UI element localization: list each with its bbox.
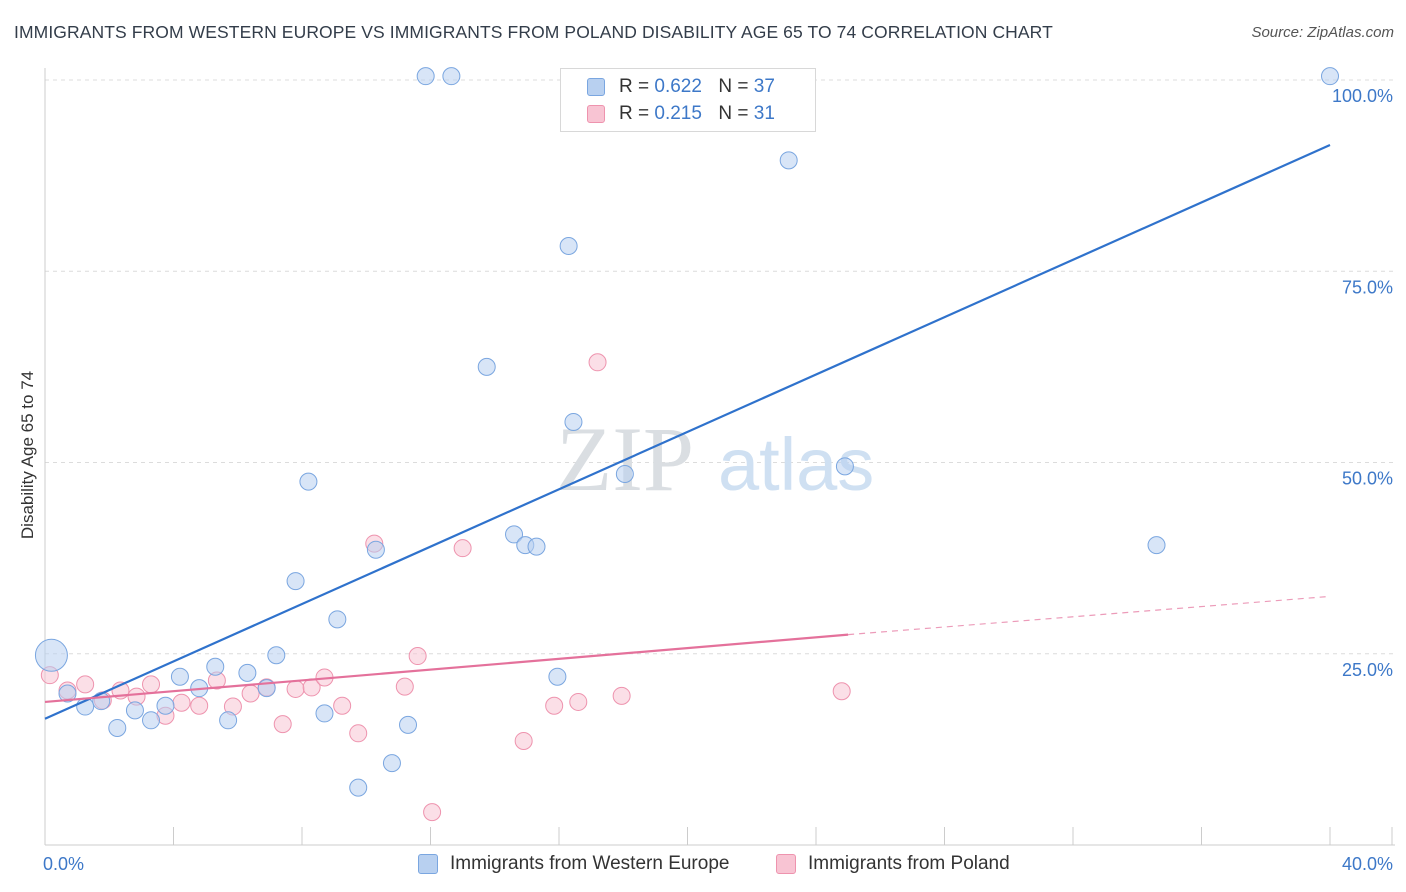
legend-n-label: N = — [718, 76, 749, 97]
data-point-western-europe — [108, 718, 127, 737]
data-point-western-europe — [299, 472, 318, 491]
data-point-western-europe — [206, 657, 225, 676]
data-point-poland — [190, 696, 209, 715]
data-point-western-europe — [238, 663, 257, 682]
data-point-western-europe — [170, 667, 189, 686]
data-point-western-europe — [156, 696, 175, 715]
y-tick-label: 50.0% — [1342, 469, 1393, 489]
data-point-western-europe — [382, 754, 401, 773]
legend-swatch-pink — [587, 105, 605, 123]
data-point-western-europe — [1147, 536, 1166, 555]
trend-lines — [44, 144, 1331, 720]
bottom-legend-label: Immigrants from Poland — [808, 853, 1010, 874]
bottom-legend-poland: Immigrants from Poland — [776, 852, 1010, 876]
source-label: Source: ZipAtlas.com — [1251, 24, 1394, 41]
legend-n-value: 37 — [753, 76, 775, 97]
data-point-poland — [273, 715, 292, 734]
data-point-poland — [423, 803, 442, 822]
data-point-western-europe — [615, 464, 634, 483]
data-point-poland — [333, 696, 352, 715]
data-point-western-europe — [142, 711, 161, 730]
chart-title: IMMIGRANTS FROM WESTERN EUROPE VS IMMIGR… — [14, 22, 1053, 42]
axes — [44, 68, 1395, 846]
data-point-western-europe — [527, 537, 546, 556]
data-point-western-europe — [267, 646, 286, 665]
y-tick-label: 100.0% — [1332, 86, 1393, 106]
data-point-western-europe — [564, 412, 583, 431]
data-point-western-europe — [1321, 67, 1339, 86]
data-point-poland — [612, 686, 631, 705]
data-point-poland — [569, 692, 588, 711]
data-point-poland — [286, 679, 305, 698]
trend-line-poland-extension — [848, 595, 1331, 636]
data-point-poland — [588, 353, 607, 372]
y-tick-label: 75.0% — [1342, 277, 1393, 297]
bottom-legend-swatch-pink — [776, 854, 796, 874]
legend-row-western-europe: R = 0.622 N = 37 — [587, 74, 775, 100]
data-point-poland — [514, 731, 533, 750]
legend-row-poland: R = 0.215 N = 31 — [587, 101, 775, 127]
bottom-legend-label: Immigrants from Western Europe — [450, 853, 730, 874]
data-point-western-europe — [548, 667, 567, 686]
data-point-western-europe — [477, 357, 496, 376]
data-point-western-europe — [349, 778, 368, 797]
data-point-western-europe — [505, 525, 524, 544]
x-tick-label: 40.0% — [1342, 854, 1393, 874]
legend-n-label: N = — [718, 103, 749, 124]
data-point-western-europe — [835, 457, 854, 476]
data-point-western-europe — [58, 684, 77, 703]
data-point-poland — [395, 677, 414, 696]
bottom-legend-swatch-blue — [418, 854, 438, 874]
data-point-western-europe — [328, 610, 347, 629]
data-point-western-europe — [366, 540, 385, 559]
data-point-poland — [349, 724, 368, 743]
data-point-poland — [172, 693, 191, 712]
data-point-poland — [241, 684, 260, 703]
data-point-western-europe — [559, 237, 578, 256]
bottom-legend-western-europe: Immigrants from Western Europe — [418, 852, 729, 876]
data-point-western-europe — [315, 704, 334, 723]
legend-r-label: R = — [619, 76, 650, 97]
y-tick-label: 25.0% — [1342, 660, 1393, 680]
data-point-western-europe — [442, 67, 461, 86]
y-axis-label: Disability Age 65 to 74 — [18, 371, 37, 539]
gridlines — [45, 79, 1395, 655]
data-point-western-europe — [34, 638, 68, 672]
data-point-western-europe — [286, 572, 305, 591]
legend-swatch-blue — [587, 78, 605, 96]
tick-labels: 25.0% 50.0% 75.0% 100.0% 0.0% 40.0% — [43, 86, 1393, 874]
data-point-poland — [408, 647, 427, 666]
data-point-poland — [142, 675, 161, 694]
data-point-western-europe — [399, 715, 418, 734]
data-point-western-europe — [219, 711, 238, 730]
data-point-western-europe — [125, 701, 144, 720]
trend-line-poland — [44, 633, 849, 704]
legend-n-value: 31 — [753, 103, 775, 124]
legend-r-value: 0.215 — [654, 103, 702, 124]
x-tick-label: 0.0% — [43, 854, 84, 874]
legend-r-value: 0.622 — [654, 76, 702, 97]
watermark: ZIP atlas — [556, 408, 874, 510]
data-point-poland — [832, 682, 851, 701]
legend-r-label: R = — [619, 103, 650, 124]
data-point-western-europe — [416, 67, 435, 86]
trend-line-western-europe — [44, 144, 1331, 720]
legend: R = 0.622 N = 37 R = 0.215 N = 31 — [560, 68, 816, 132]
data-point-poland — [545, 696, 564, 715]
data-point-western-europe — [779, 151, 798, 170]
data-point-poland — [453, 539, 472, 558]
data-point-poland — [76, 675, 95, 694]
